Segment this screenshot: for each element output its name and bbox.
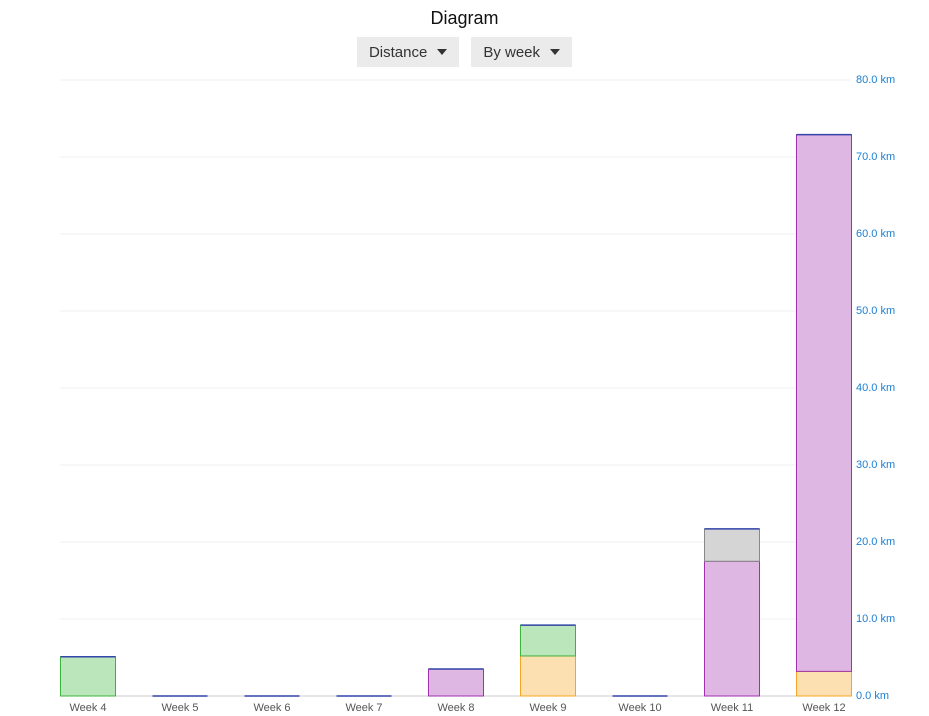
metric-dropdown[interactable]: Distance	[356, 37, 460, 67]
y-tick-label: 60.0 km	[856, 228, 895, 240]
caret	[550, 49, 561, 55]
bar-segment	[520, 624, 576, 657]
x-tick-label: Week 4	[69, 702, 106, 714]
x-tick-label: Week 9	[529, 702, 566, 714]
x-tick-label: Week 11	[711, 702, 753, 714]
x-tick-label: Week 12	[802, 702, 845, 714]
y-tick-label: 40.0 km	[856, 382, 895, 394]
bar-segment	[796, 134, 852, 672]
y-tick-label: 70.0 km	[856, 151, 895, 163]
y-tick-label: 20.0 km	[856, 536, 895, 548]
chart-title: Diagram	[430, 8, 499, 28]
bar-segment	[704, 560, 760, 697]
bar-segment	[704, 528, 760, 562]
x-tick-label: Week 8	[437, 702, 474, 714]
dropdown-label: By week	[483, 43, 541, 61]
dropdown-label: Distance	[368, 43, 428, 61]
x-tick-label: Week 5	[161, 702, 198, 714]
y-tick-label: 10.0 km	[856, 613, 895, 625]
controls: Distance By week	[0, 37, 929, 67]
y-tick-label: 30.0 km	[856, 459, 895, 471]
bar-segment	[520, 655, 576, 697]
bar-segment	[60, 656, 116, 697]
y-tick-label: 80.0 km	[856, 74, 895, 86]
caret	[437, 49, 448, 55]
x-tick-label: Week 6	[253, 702, 290, 714]
x-tick-label: Week 10	[618, 702, 661, 714]
y-tick-label: 0.0 km	[856, 690, 889, 702]
x-tick-label: Week 7	[345, 702, 382, 714]
bar-segment	[428, 668, 484, 697]
y-tick-label: 50.0 km	[856, 305, 895, 317]
bar-segment	[796, 670, 852, 697]
period-dropdown[interactable]: By week	[471, 37, 573, 67]
